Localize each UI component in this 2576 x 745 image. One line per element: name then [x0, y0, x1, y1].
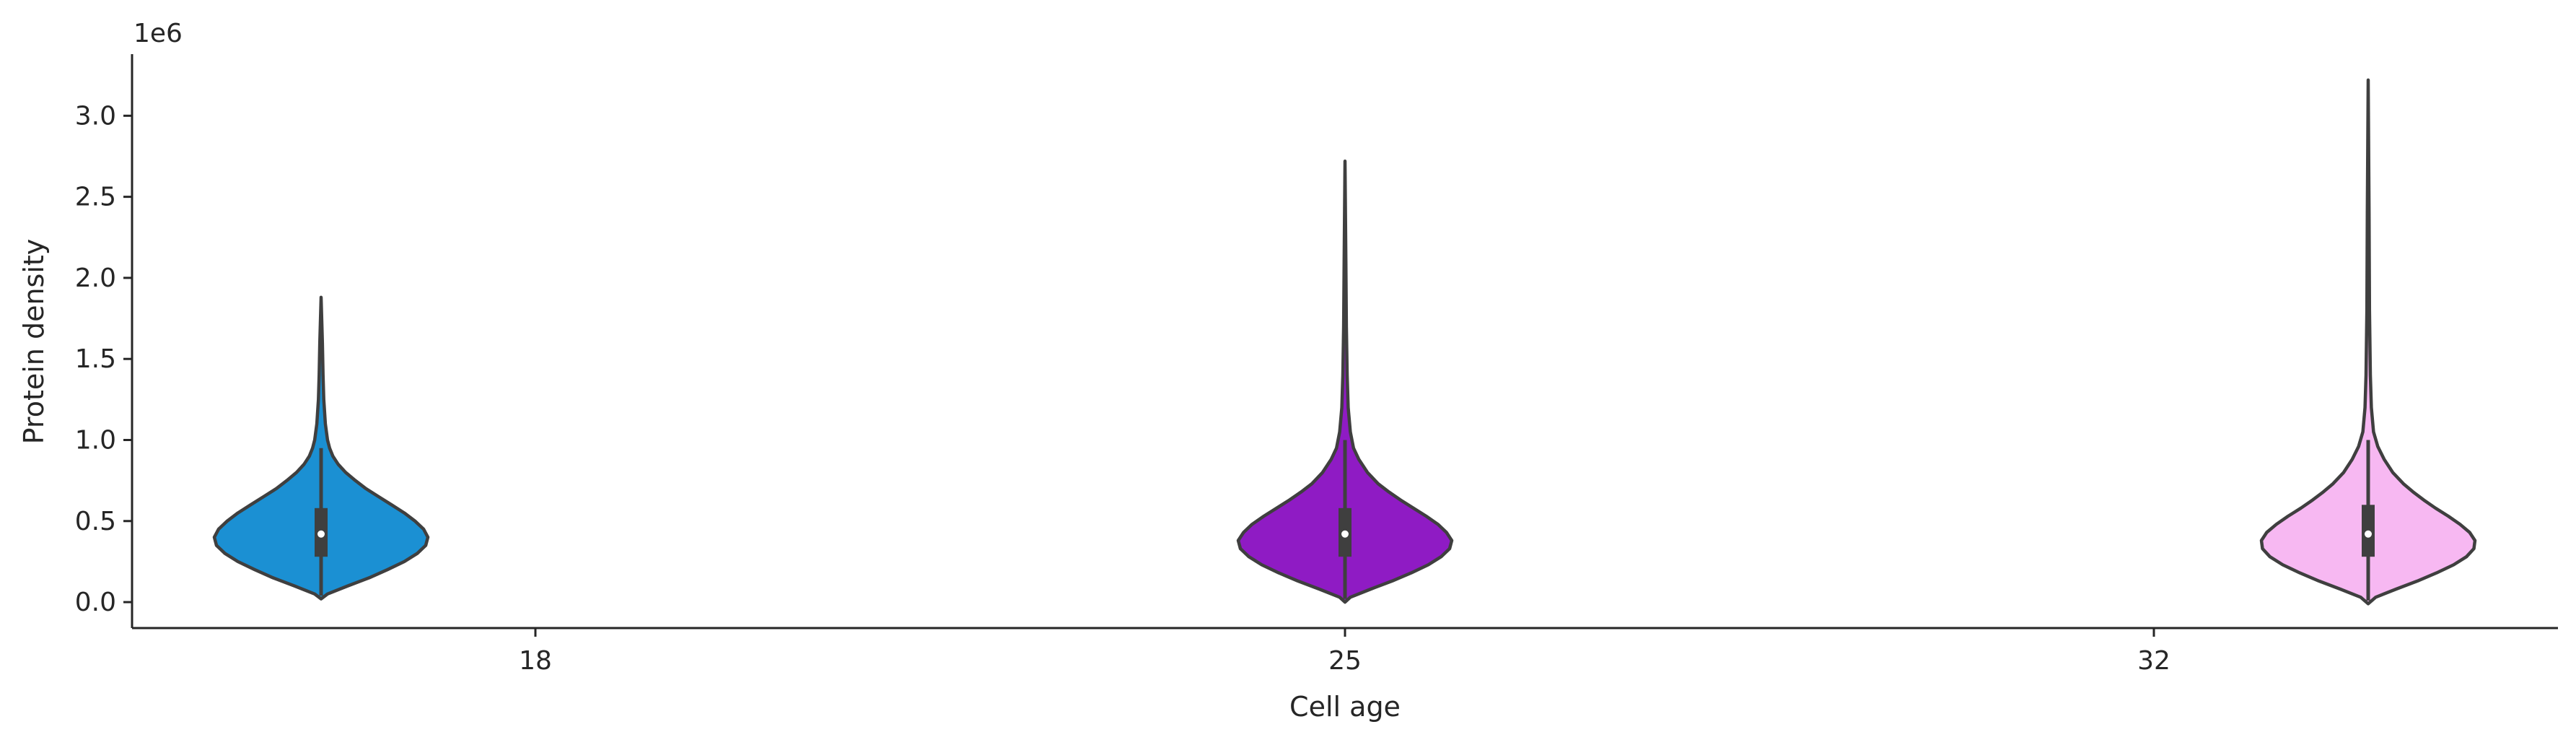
violin-32 [2259, 78, 2477, 606]
violin-median-marker [317, 530, 325, 538]
violin-body [1236, 159, 1454, 604]
violin-median-marker [2365, 530, 2372, 538]
y-offset-label: 1e6 [133, 19, 183, 48]
y-tick-label: 1.5 [75, 344, 116, 374]
y-tick-label: 2.0 [75, 263, 116, 293]
x-axis: 18 25 32 Cell age [132, 627, 2558, 723]
y-tick-label: 1.0 [75, 425, 116, 455]
violin-body [2259, 78, 2477, 606]
y-tick-label: 3.0 [75, 101, 116, 131]
violin-layer [212, 78, 2477, 606]
violin-25 [1236, 159, 1454, 604]
y-ticks: 0.0 0.5 1.0 1.5 2.0 2.5 3.0 [75, 101, 132, 617]
y-tick-label: 0.5 [75, 507, 116, 536]
x-tick-label: 25 [1328, 646, 1362, 676]
y-axis: 0.0 0.5 1.0 1.5 2.0 2.5 3.0 1e6 Protein densit… [18, 19, 183, 628]
x-tick-label: 18 [519, 646, 552, 676]
x-tick-label: 32 [2137, 646, 2170, 676]
y-tick-label: 0.0 [75, 588, 116, 617]
y-tick-label: 2.5 [75, 183, 116, 212]
x-ticks: 18 25 32 [519, 628, 2170, 676]
violin-median-marker [1341, 530, 1349, 538]
violin-18 [212, 295, 430, 601]
x-axis-label: Cell age [1289, 691, 1401, 723]
y-axis-label: Protein density [18, 239, 50, 445]
